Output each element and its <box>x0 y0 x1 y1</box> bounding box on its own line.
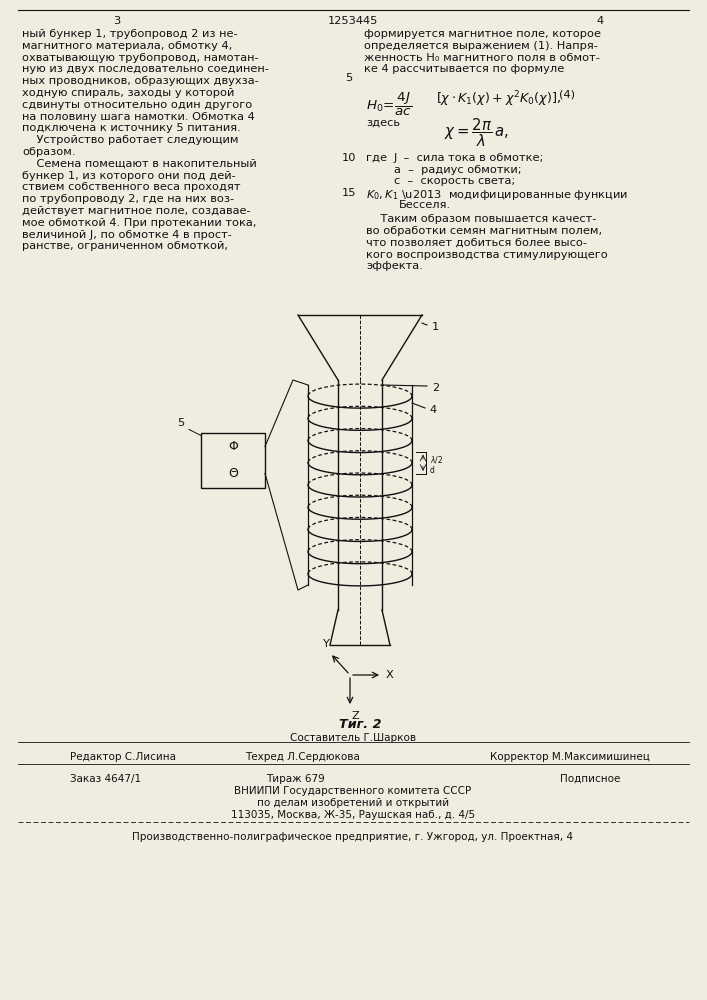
Text: a  –  радиус обмотки;: a – радиус обмотки; <box>394 165 522 175</box>
Text: Τиг. 2: Τиг. 2 <box>339 718 381 731</box>
Text: J  –  сила тока в обмотке;: J – сила тока в обмотке; <box>394 153 544 163</box>
Bar <box>201 432 265 488</box>
Text: ствием собственного веса проходят: ствием собственного веса проходят <box>22 182 240 192</box>
Text: охватывающую трубопровод, намотан-: охватывающую трубопровод, намотан- <box>22 53 259 63</box>
Text: ных проводников, образующих двухза-: ных проводников, образующих двухза- <box>22 76 259 86</box>
Text: эффекта.: эффекта. <box>366 261 423 271</box>
Text: Семена помещают в накопительный: Семена помещают в накопительный <box>22 159 257 169</box>
Text: женность H₀ магнитного поля в обмот-: женность H₀ магнитного поля в обмот- <box>364 53 600 63</box>
Text: бункер 1, из которого они под дей-: бункер 1, из которого они под дей- <box>22 171 235 181</box>
Text: Таким образом повышается качест-: Таким образом повышается качест- <box>366 214 597 224</box>
Text: 1: 1 <box>432 322 439 332</box>
Text: Θ: Θ <box>228 467 238 480</box>
Text: $K_0,K_1$ \u2013  модифицированные функции: $K_0,K_1$ \u2013 модифицированные функци… <box>366 188 628 202</box>
Text: величиной J, по обмотке 4 в прост-: величиной J, по обмотке 4 в прост- <box>22 230 232 240</box>
Text: (4): (4) <box>559 89 575 99</box>
Text: d: d <box>430 466 435 475</box>
Text: Корректор М.Максимишинец: Корректор М.Максимишинец <box>490 752 650 762</box>
Text: на половину шага намотки. Обмотка 4: на половину шага намотки. Обмотка 4 <box>22 112 255 122</box>
Text: Бесселя.: Бесселя. <box>399 200 451 210</box>
Text: действует магнитное поле, создавае-: действует магнитное поле, создавае- <box>22 206 250 216</box>
Text: Тираж 679: Тираж 679 <box>266 774 325 784</box>
Text: кого воспроизводства стимулирующего: кого воспроизводства стимулирующего <box>366 250 608 260</box>
Text: 1253445: 1253445 <box>328 16 378 26</box>
Text: $H_0\!=\!\dfrac{4J}{ac}$: $H_0\!=\!\dfrac{4J}{ac}$ <box>366 90 412 118</box>
Text: по трубопроводу 2, где на них воз-: по трубопроводу 2, где на них воз- <box>22 194 234 204</box>
Text: 5: 5 <box>177 418 185 428</box>
Text: Техред Л.Сердюкова: Техред Л.Сердюкова <box>245 752 360 762</box>
Text: Φ: Φ <box>228 440 238 453</box>
Text: во обработки семян магнитным полем,: во обработки семян магнитным полем, <box>366 226 602 236</box>
Text: Редактор С.Лисина: Редактор С.Лисина <box>70 752 176 762</box>
Text: 15: 15 <box>341 188 356 198</box>
Text: ную из двух последовательно соединен-: ную из двух последовательно соединен- <box>22 64 269 74</box>
Text: определяется выражением (1). Напря-: определяется выражением (1). Напря- <box>364 41 598 51</box>
Text: Заказ 4647/1: Заказ 4647/1 <box>70 774 141 784</box>
Text: 4: 4 <box>597 16 604 26</box>
Text: 113035, Москва, Ж-35, Раушская наб., д. 4/5: 113035, Москва, Ж-35, Раушская наб., д. … <box>231 810 475 820</box>
Text: 10: 10 <box>341 153 356 163</box>
Text: образом.: образом. <box>22 147 76 157</box>
Text: Z: Z <box>352 711 360 721</box>
Text: ке 4 рассчитывается по формуле: ке 4 рассчитывается по формуле <box>364 64 564 74</box>
Text: 3: 3 <box>113 16 121 26</box>
Text: Устройство работает следующим: Устройство работает следующим <box>22 135 238 145</box>
Text: $[\mathit{\chi}\cdot K_1(\mathit{\chi})+\mathit{\chi}^2K_0(\mathit{\chi})],$: $[\mathit{\chi}\cdot K_1(\mathit{\chi})+… <box>436 89 561 109</box>
Text: мое обмоткой 4. При протекании тока,: мое обмоткой 4. При протекании тока, <box>22 218 257 228</box>
Text: подключена к источнику 5 питания.: подключена к источнику 5 питания. <box>22 123 241 133</box>
Text: ходную спираль, заходы у которой: ходную спираль, заходы у которой <box>22 88 235 98</box>
Text: ВНИИПИ Государственного комитета СССР: ВНИИПИ Государственного комитета СССР <box>235 786 472 796</box>
Text: что позволяет добиться более высо-: что позволяет добиться более высо- <box>366 238 587 248</box>
Text: Подписное: Подписное <box>560 774 620 784</box>
Text: 4: 4 <box>430 405 437 415</box>
Text: формируется магнитное поле, которое: формируется магнитное поле, которое <box>364 29 601 39</box>
Text: $\mathit{\chi}=\dfrac{2\pi}{\lambda}\,a,$: $\mathit{\chi}=\dfrac{2\pi}{\lambda}\,a,… <box>444 116 509 149</box>
Text: c  –  скорость света;: c – скорость света; <box>394 176 515 186</box>
Text: ный бункер 1, трубопровод 2 из не-: ный бункер 1, трубопровод 2 из не- <box>22 29 238 39</box>
Text: здесь: здесь <box>366 117 400 127</box>
Text: по делам изобретений и открытий: по делам изобретений и открытий <box>257 798 449 808</box>
Text: 2: 2 <box>432 383 439 393</box>
Text: ранстве, ограниченном обмоткой,: ранстве, ограниченном обмоткой, <box>22 241 228 251</box>
Text: Производственно-полиграфическое предприятие, г. Ужгород, ул. Проектная, 4: Производственно-полиграфическое предприя… <box>132 832 573 842</box>
Text: сдвинуты относительно один другого: сдвинуты относительно один другого <box>22 100 252 110</box>
Text: 5: 5 <box>346 73 353 83</box>
Text: $\lambda/2$: $\lambda/2$ <box>430 454 443 465</box>
Text: Составитель Г.Шарков: Составитель Г.Шарков <box>290 733 416 743</box>
Text: X: X <box>386 670 394 680</box>
Text: Y: Y <box>322 639 329 649</box>
Text: где: где <box>366 153 387 163</box>
Text: магнитного материала, обмотку 4,: магнитного материала, обмотку 4, <box>22 41 233 51</box>
